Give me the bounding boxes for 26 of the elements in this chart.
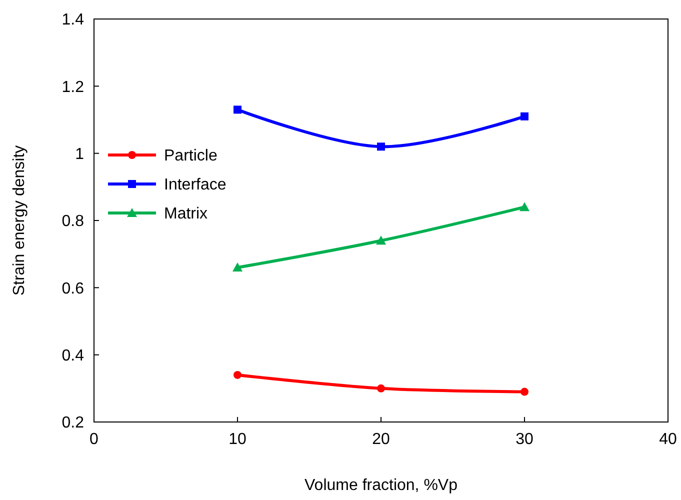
x-tick-label: 20: [372, 431, 390, 448]
y-tick-label: 1: [75, 146, 84, 163]
point: [520, 202, 530, 212]
x-tick-label: 10: [228, 431, 246, 448]
y-tick-label: 0.2: [62, 414, 84, 432]
x-tick-label: 0: [90, 431, 99, 448]
point: [520, 112, 528, 120]
legend-label: Matrix: [164, 206, 208, 223]
point: [232, 262, 242, 272]
x-axis-title: Volume fraction, %Vp: [304, 477, 458, 494]
point: [377, 142, 385, 151]
point: [377, 384, 385, 392]
y-tick-label: 1.4: [62, 12, 84, 29]
y-tick-label: 1.2: [62, 78, 84, 96]
point: [376, 236, 386, 245]
x-tick-label: 40: [659, 431, 677, 448]
legend-label: Interface: [164, 176, 226, 194]
y-tick-label: 0.4: [62, 347, 84, 364]
y-axis-title: Strain energy density: [11, 145, 28, 296]
point: [520, 388, 528, 396]
y-tick-label: 0.6: [62, 280, 84, 298]
legend-label: Particle: [164, 148, 218, 165]
point: [234, 370, 242, 379]
x-tick-label: 30: [516, 431, 534, 448]
y-tick-label: 0.8: [62, 213, 84, 230]
point: [234, 106, 242, 114]
